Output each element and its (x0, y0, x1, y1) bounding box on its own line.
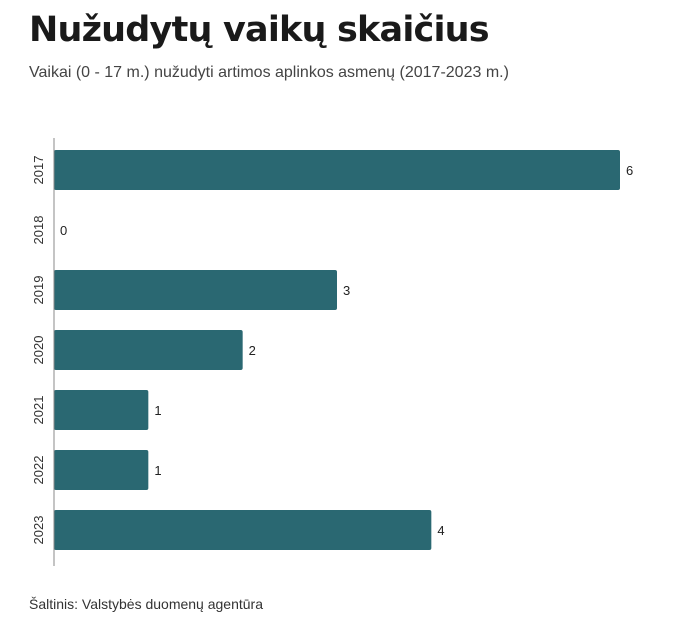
data-label-2022: 1 (154, 463, 161, 478)
data-label-2019: 3 (343, 283, 350, 298)
bar-2023 (54, 510, 432, 550)
bar-2022 (54, 450, 149, 490)
tick-label-2018: 2018 (31, 216, 46, 245)
tick-label-2019: 2019 (31, 276, 46, 305)
tick-label-2020: 2020 (31, 336, 46, 365)
data-label-2021: 1 (154, 403, 161, 418)
data-label-2017: 6 (626, 163, 633, 178)
tick-label-2022: 2022 (31, 456, 46, 485)
bar-2017 (54, 150, 620, 190)
source-note: Šaltinis: Valstybės duomenų agentūra (29, 596, 263, 612)
bar-2020 (54, 330, 243, 370)
chart-title: Nužudytų vaikų skaičius (29, 10, 490, 50)
data-label-2023: 4 (437, 523, 444, 538)
chart-subtitle: Vaikai (0 - 17 m.) nužudyti artimos apli… (29, 64, 509, 81)
data-label-2020: 2 (249, 343, 256, 358)
data-label-2018: 0 (60, 223, 67, 238)
bar-2019 (54, 270, 337, 310)
bar-2021 (54, 390, 149, 430)
tick-label-2017: 2017 (31, 156, 46, 185)
tick-label-2023: 2023 (31, 516, 46, 545)
tick-label-2021: 2021 (31, 396, 46, 425)
